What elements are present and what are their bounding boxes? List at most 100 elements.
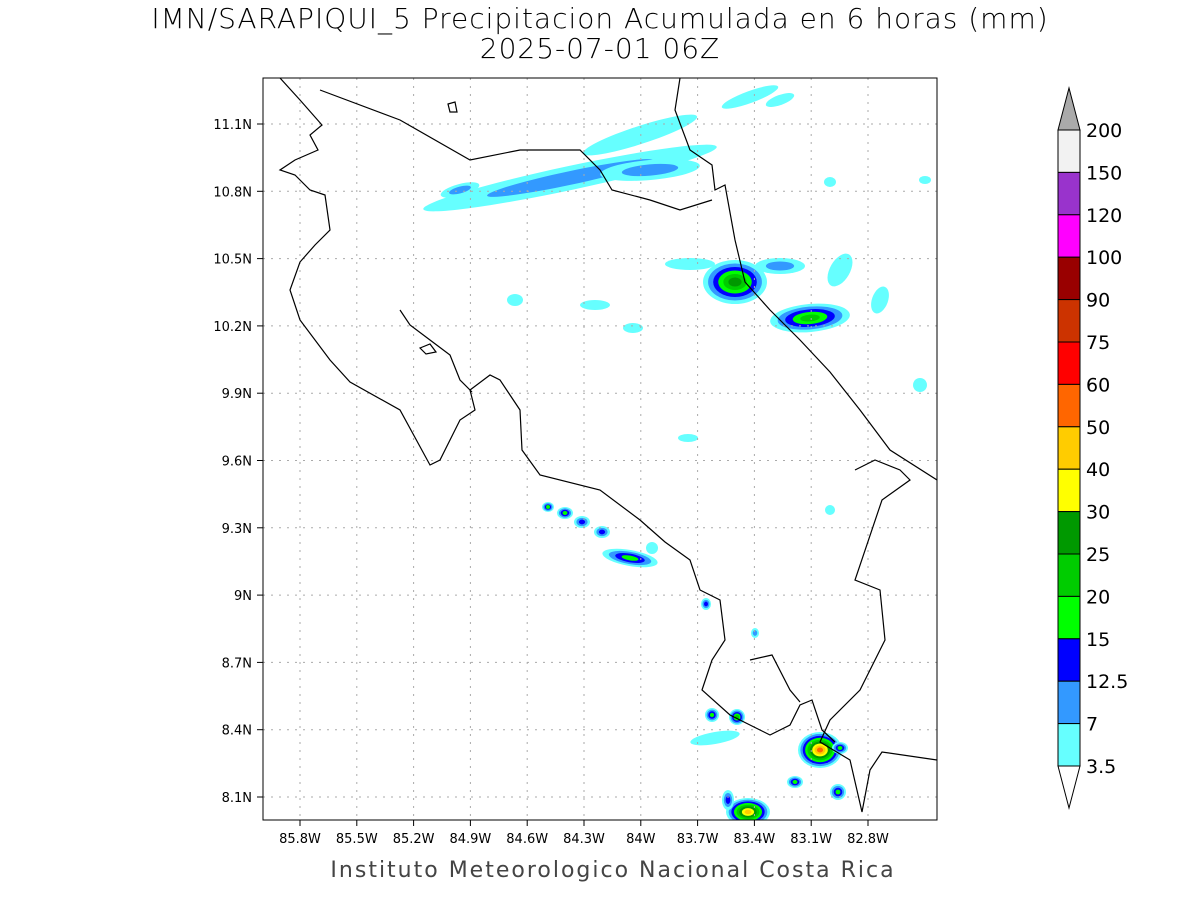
precip-contour — [721, 85, 779, 109]
precip-contour — [835, 789, 841, 795]
colorbar-segment — [1057, 341, 1081, 385]
precip-contour — [580, 300, 610, 310]
colorbar-label: 40 — [1086, 459, 1110, 481]
precip-contour — [546, 505, 550, 509]
colorbar-label: 120 — [1086, 205, 1122, 227]
colorbar-label: 12.5 — [1086, 671, 1128, 693]
panama-border — [819, 459, 937, 813]
island-coast — [749, 654, 801, 703]
colorbar-segment — [1057, 171, 1081, 216]
lon-tick-label: 83.7W — [677, 832, 719, 847]
colorbar-segment — [1057, 299, 1081, 343]
lat-tick-label: 10.8N — [213, 185, 252, 200]
precip-contour — [646, 542, 658, 554]
precip-contour — [598, 529, 606, 535]
lon-tick-label: 85.8W — [279, 832, 321, 847]
precip-contour — [744, 809, 752, 815]
precip-contour — [765, 261, 795, 271]
colorbar-segment — [1057, 426, 1081, 470]
precip-contour — [562, 511, 568, 515]
colorbar: 200 150 120 100 90 75 60 50 40 30 25 20 15 12.5 7 3.5 — [1057, 86, 1128, 810]
precip-contour — [582, 114, 698, 156]
colorbar-under-arrow — [1057, 765, 1081, 810]
axis-ticks: 85.8W 85.5W 85.2W 84.9W 84.6W 84.3W 84W 83.7W 83… — [213, 118, 889, 847]
precip-contour — [449, 185, 471, 195]
colorbar-segment — [1057, 680, 1081, 725]
coastlines — [278, 78, 937, 813]
colorbar-label: 30 — [1086, 502, 1110, 524]
precip-contour — [837, 746, 843, 750]
precip-contour — [765, 93, 795, 107]
lat-tick-label: 9.6N — [222, 455, 252, 470]
precip-contour — [913, 378, 927, 392]
lat-tick-label: 9N — [234, 589, 252, 604]
precip-contour — [919, 176, 931, 184]
colorbar-label: 100 — [1086, 247, 1122, 269]
colorbar-segment — [1057, 129, 1081, 173]
precip-contour — [507, 294, 523, 306]
colorbar-label: 3.5 — [1086, 756, 1116, 778]
precip-contour — [725, 796, 731, 804]
precip-contour — [690, 730, 740, 746]
lat-tick-label: 9.3N — [222, 522, 252, 537]
colorbar-label: 75 — [1086, 332, 1110, 354]
lon-tick-label: 82.8W — [847, 832, 889, 847]
precip-contour — [816, 747, 824, 753]
precip-contour — [792, 780, 798, 784]
lat-tick-label: 11.1N — [213, 118, 252, 133]
lat-tick-label: 8.4N — [222, 724, 252, 739]
precip-contour — [800, 314, 820, 322]
precip-contour — [752, 630, 758, 636]
colorbar-label: 20 — [1086, 586, 1110, 608]
nicaragua-border — [319, 89, 713, 211]
colorbar-label: 50 — [1086, 417, 1110, 439]
colorbar-segment — [1057, 553, 1081, 597]
precip-contour — [825, 505, 835, 515]
precip-contour — [728, 277, 742, 287]
colorbar-segment — [1057, 595, 1081, 640]
lake-outline — [447, 101, 458, 113]
map-title: IMN/SARAPIQUI_5 Precipitacion Acumulada … — [151, 2, 1049, 35]
colorbar-segment — [1057, 383, 1081, 428]
precip-contour — [678, 434, 698, 442]
precip-contour — [704, 601, 708, 607]
lon-tick-label: 84.6W — [506, 832, 548, 847]
colorbar-label: 15 — [1086, 629, 1110, 651]
colorbar-segment — [1057, 256, 1081, 301]
colorbar-label: 90 — [1086, 290, 1110, 312]
precip-contour — [665, 258, 715, 270]
precip-contour — [621, 555, 639, 561]
plot-frame — [262, 77, 938, 821]
lat-tick-label: 8.1N — [222, 791, 252, 806]
precip-contour — [621, 163, 679, 177]
lat-tick-label: 10.2N — [213, 320, 252, 335]
colorbar-label: 200 — [1086, 120, 1122, 142]
lon-tick-label: 85.2W — [393, 832, 435, 847]
grid-lines — [263, 78, 937, 820]
lat-tick-label: 10.5N — [213, 253, 252, 268]
colorbar-segment — [1057, 468, 1081, 513]
colorbar-segment — [1057, 214, 1081, 258]
nicoya-gulf-coast — [399, 309, 473, 393]
colorbar-label: 150 — [1086, 162, 1122, 184]
colorbar-segment — [1057, 638, 1081, 682]
precip-contour — [827, 253, 853, 287]
colorbar-segment — [1057, 723, 1081, 767]
precip-contour — [709, 712, 715, 718]
colorbar-label: 25 — [1086, 544, 1110, 566]
lon-tick-label: 83.1W — [790, 832, 832, 847]
lon-tick-label: 84W — [626, 832, 656, 847]
colorbar-segment — [1057, 511, 1081, 555]
colorbar-label: 60 — [1086, 374, 1110, 396]
precip-contour — [871, 286, 889, 314]
colorbar-over-arrow — [1057, 86, 1081, 131]
lat-tick-label: 9.9N — [222, 387, 252, 402]
lon-tick-label: 84.3W — [563, 832, 605, 847]
precipitation-field — [423, 85, 931, 820]
colorbar-label: 7 — [1086, 714, 1098, 736]
nicoya-island — [418, 343, 438, 355]
pacific-coast — [278, 78, 836, 743]
caribbean-coast — [674, 78, 937, 481]
